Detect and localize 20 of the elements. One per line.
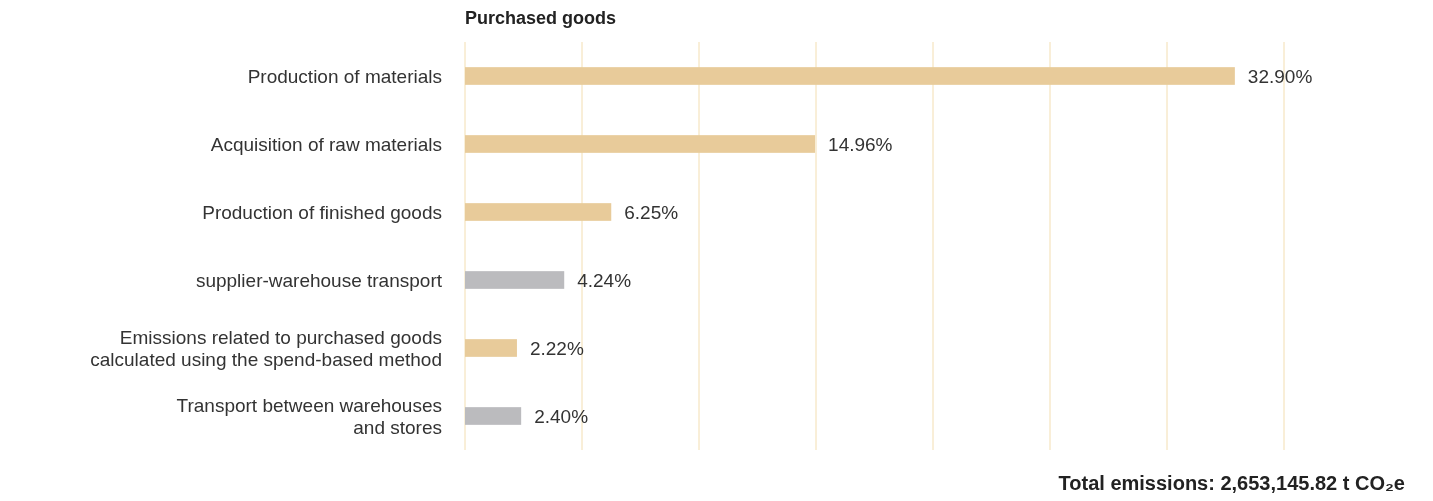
bar: [465, 339, 517, 357]
y-tick-label: Production of finished goods: [202, 202, 442, 223]
data-label: 6.25%: [624, 202, 679, 223]
bar: [465, 271, 565, 289]
bar: [465, 203, 612, 221]
bar: [465, 135, 816, 153]
y-tick-label: supplier-warehouse transport: [195, 270, 443, 291]
data-label: 2.40%: [534, 406, 589, 427]
y-tick-label: Acquisition of raw materials: [210, 134, 442, 155]
data-label: 4.24%: [577, 270, 632, 291]
y-tick-label: Production of materials: [247, 66, 442, 87]
text: Total emissions: 2,653,145.82 t CO₂e: [1058, 472, 1405, 494]
bar: [465, 67, 1235, 85]
data-label: 14.96%: [828, 134, 893, 155]
y-tick-label: Transport between warehouses and stores: [176, 395, 442, 438]
data-label: 32.90%: [1247, 66, 1313, 87]
data-label: 2.22%: [529, 338, 584, 359]
bar: [465, 407, 522, 425]
y-tick-label: Emissions related to purchased goods calculated using the spend-based method: [90, 327, 442, 370]
chart-title: Purchased goods: [465, 8, 617, 28]
